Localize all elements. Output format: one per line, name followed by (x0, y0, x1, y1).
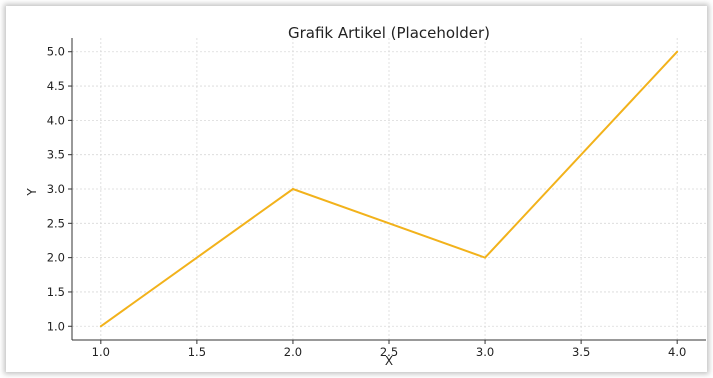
chart-title: Grafik Artikel (Placeholder) (288, 24, 490, 42)
x-tick-label: 4.0 (668, 345, 686, 359)
y-tick-label: 2.0 (47, 251, 65, 265)
y-tick-label: 4.0 (47, 113, 65, 127)
y-axis-title: Y (25, 188, 39, 197)
series-layer (99, 50, 679, 328)
data-point (99, 325, 102, 328)
chart-frame: Grafik Artikel (Placeholder) 1.0 1.5 2.0 2.… (6, 6, 707, 372)
data-point (676, 50, 679, 53)
data-point (291, 188, 294, 190)
x-tick-labels: 1.0 1.5 2.0 2.5 3.0 3.5 4.0 (92, 345, 687, 359)
x-tick-label: 2.0 (284, 345, 302, 359)
grid-lines (72, 38, 706, 340)
x-tick-label: 2.5 (380, 345, 398, 359)
x-axis-title: X (385, 354, 393, 368)
data-point (484, 256, 487, 259)
y-tick-label: 3.0 (47, 182, 65, 196)
y-tick-label: 2.5 (47, 216, 65, 230)
x-tick-label: 3.0 (476, 345, 494, 359)
line-chart: Grafik Artikel (Placeholder) 1.0 1.5 2.0 2.… (25, 24, 706, 368)
y-tick-label: 1.0 (47, 319, 65, 333)
y-tick-label: 1.5 (47, 285, 65, 299)
y-tick-labels: 1.0 1.5 2.0 2.5 3.0 3.5 4.0 4.5 5.0 (47, 45, 65, 334)
y-tick-label: 5.0 (47, 45, 65, 59)
axes (68, 38, 706, 344)
x-tick-label: 3.5 (572, 345, 590, 359)
series-line (100, 51, 678, 328)
x-tick-label: 1.0 (92, 345, 110, 359)
y-tick-label: 3.5 (47, 148, 65, 162)
y-tick-label: 4.5 (47, 79, 65, 93)
x-tick-label: 1.5 (188, 345, 206, 359)
